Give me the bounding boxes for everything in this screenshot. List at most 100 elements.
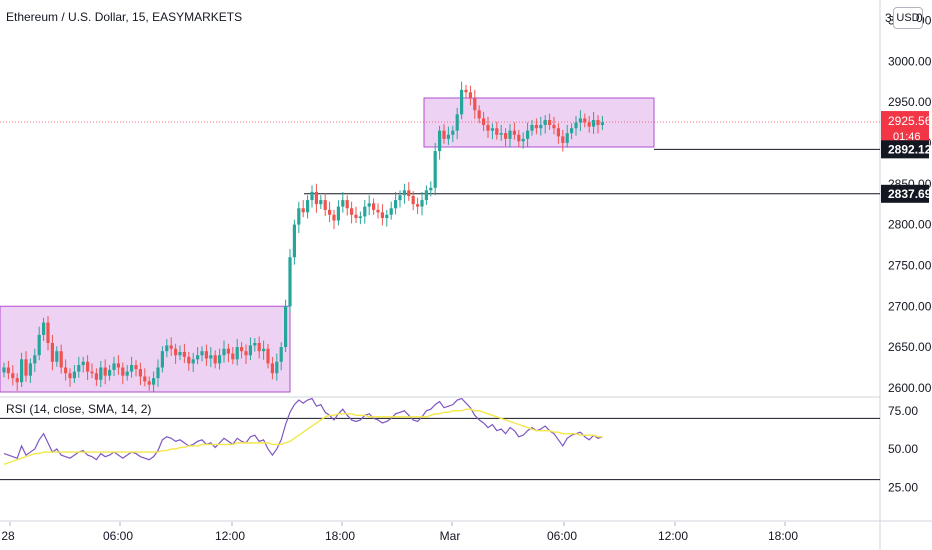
candle-body (156, 367, 160, 379)
candle-body (130, 365, 134, 372)
candle-body (191, 359, 195, 364)
candle-body (411, 196, 415, 205)
candle-body (72, 371, 76, 379)
rsi-tick-label: 75.00 (888, 404, 918, 418)
candle-body (94, 373, 98, 380)
candle-body (134, 365, 138, 370)
candle-body (86, 361, 90, 372)
candle-body (226, 348, 230, 354)
candle-body (570, 128, 574, 134)
time-tick-label: 06:00 (547, 529, 577, 543)
candle-body (15, 378, 19, 383)
candle-body (578, 118, 582, 123)
candle-body (372, 203, 376, 210)
currency-selector[interactable]: USD (893, 7, 923, 29)
time-tick-label: 06:00 (103, 529, 133, 543)
candle-body (112, 363, 116, 370)
candle-body (460, 89, 464, 115)
candle-body (138, 369, 142, 377)
candle-body (341, 200, 345, 207)
candle-body (363, 206, 367, 217)
level-price-value: 2892.12 (888, 142, 932, 156)
candle-body (600, 122, 604, 125)
candle-body (490, 128, 494, 131)
candle-body (394, 200, 398, 209)
candle-body (59, 351, 63, 368)
candle-body (552, 124, 556, 129)
candle-body (152, 378, 156, 385)
time-tick-label: 18:00 (768, 529, 798, 543)
time-tick-label: Mar (440, 529, 461, 543)
candle-body (37, 334, 41, 356)
candle-body (389, 208, 393, 215)
candle-body (446, 134, 450, 139)
candle-body (279, 347, 283, 362)
candle-body (24, 359, 28, 376)
candle-body (556, 128, 560, 137)
candle-body (257, 343, 261, 352)
rsi-line (3, 397, 603, 461)
candle-body (319, 200, 323, 205)
candle-body (477, 110, 481, 119)
candle-body (314, 191, 318, 205)
candle-body (196, 355, 200, 360)
candle-body (587, 122, 591, 127)
price-tick-label: 2950.00 (888, 95, 932, 109)
price-tick-label: 2750.00 (888, 258, 932, 272)
candle-body (473, 98, 477, 111)
candle-body (253, 343, 257, 346)
candle-body (526, 130, 530, 139)
candle-body (187, 356, 191, 364)
candle-body (200, 351, 204, 356)
candle-body (174, 348, 178, 356)
time-tick-label: 18:00 (325, 529, 355, 543)
candle-body (266, 348, 270, 364)
candle-body (592, 120, 596, 127)
candle-body (534, 124, 538, 129)
candle-body (125, 371, 129, 376)
level-price-tag (881, 184, 929, 203)
chart-title: Ethereum / U.S. Dollar, 15, EASYMARKETS (6, 10, 243, 24)
current-price-tag (881, 111, 929, 146)
rsi-tick-label: 25.00 (888, 480, 918, 494)
rsi-sma-line (3, 408, 603, 465)
candle-body (6, 367, 10, 374)
candle-body (583, 118, 587, 123)
candle-body (116, 363, 120, 368)
candle-body (442, 130, 446, 139)
candle-body (561, 136, 565, 143)
candle-body (468, 92, 472, 98)
candle-body (438, 130, 442, 152)
candle-body (288, 257, 292, 307)
candle-body (504, 133, 508, 139)
candle-body (301, 208, 305, 213)
candle-body (42, 322, 46, 335)
candle-body (178, 351, 182, 356)
candle-body (222, 348, 226, 356)
candle-body (416, 204, 420, 207)
candle-body (55, 351, 59, 362)
candle-body (451, 130, 455, 135)
candle-body (310, 191, 314, 201)
candle-body (521, 138, 525, 142)
candle-body (543, 120, 547, 125)
time-tick-label: 28 (1, 529, 15, 543)
candle-countdown: 01:46 (893, 131, 921, 143)
candle-body (235, 347, 239, 360)
candle-body (495, 128, 499, 135)
candle-body (548, 120, 552, 125)
candle-body (99, 367, 103, 380)
candle-body (275, 361, 279, 374)
candle-body (81, 361, 85, 366)
candle-body (147, 381, 151, 385)
candle-body (332, 214, 336, 221)
candle-body (530, 124, 534, 131)
rsi-tick-label: 50.00 (888, 442, 918, 456)
candle-body (508, 130, 512, 139)
candle-body (512, 130, 516, 135)
candle-body (244, 351, 248, 356)
candle-body (218, 355, 222, 364)
candle-body (240, 347, 244, 352)
candle-body (121, 367, 125, 376)
